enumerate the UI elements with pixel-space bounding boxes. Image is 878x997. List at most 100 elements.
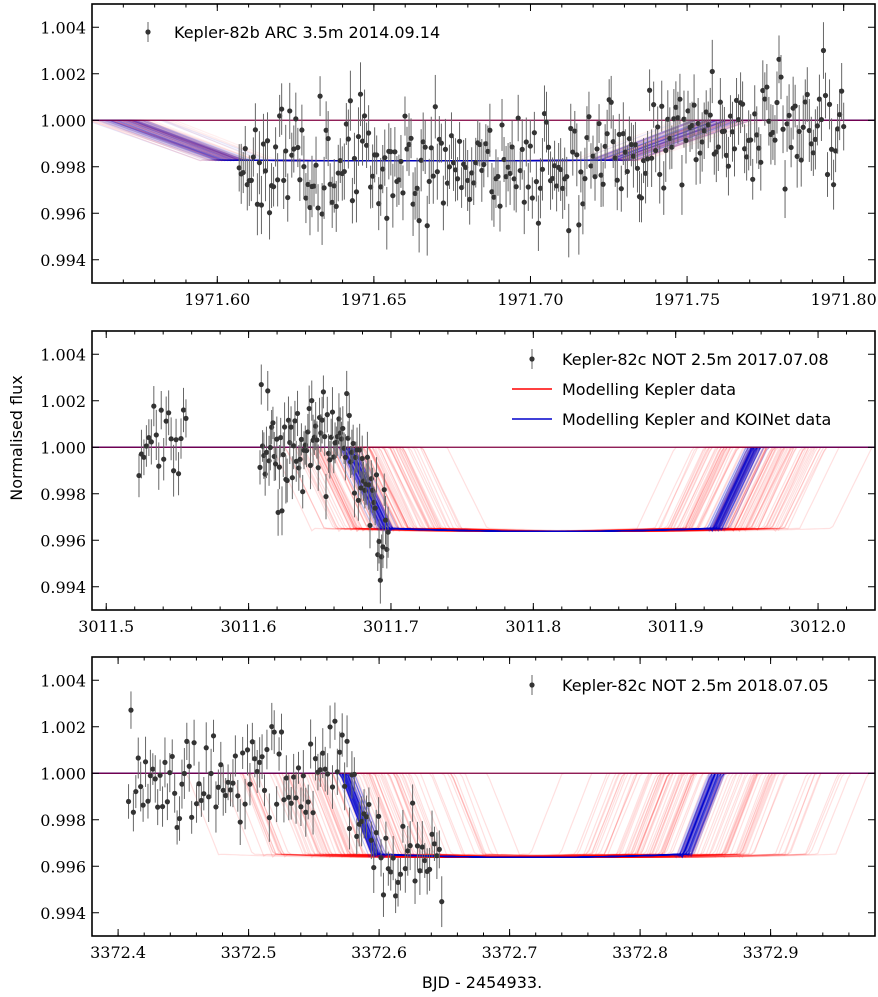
data-point	[517, 167, 523, 174]
data-point	[158, 407, 164, 413]
data-point	[279, 508, 285, 514]
data-point	[679, 182, 685, 188]
data-point	[501, 156, 507, 163]
data-point	[689, 122, 695, 129]
data-point	[404, 146, 410, 152]
data-point	[432, 104, 438, 110]
data-point	[336, 416, 342, 422]
data-point	[284, 477, 290, 484]
data-point	[808, 141, 814, 147]
data-point	[310, 810, 316, 816]
data-point	[657, 171, 663, 178]
data-point	[365, 130, 372, 136]
data-point	[596, 120, 602, 127]
y-tick-label: 0.994	[40, 904, 86, 923]
data-point	[812, 136, 818, 142]
data-point	[766, 118, 772, 124]
data-point	[572, 128, 578, 134]
plot-area	[92, 691, 875, 928]
data-point	[367, 522, 373, 529]
data-point	[266, 210, 273, 216]
data-point	[353, 189, 360, 195]
data-point	[351, 490, 358, 496]
data-point	[717, 99, 723, 105]
data-point	[792, 103, 798, 109]
data-point	[446, 164, 453, 170]
data-point	[347, 98, 353, 104]
data-point	[380, 166, 386, 172]
y-tick-label: 1.000	[40, 764, 86, 783]
data-point	[299, 127, 305, 133]
data-point	[303, 809, 309, 815]
data-point	[347, 459, 354, 465]
data-point	[206, 794, 212, 800]
data-point	[695, 120, 701, 127]
data-point	[620, 131, 626, 137]
data-point	[814, 123, 820, 129]
data-point	[323, 127, 329, 133]
data-point	[324, 412, 330, 418]
data-point	[499, 122, 505, 128]
data-point	[256, 160, 263, 166]
data-point	[410, 201, 416, 207]
data-point	[418, 157, 424, 163]
data-point	[333, 439, 339, 445]
data-point	[483, 141, 489, 147]
data-point	[249, 739, 255, 745]
data-point	[175, 471, 182, 477]
data-point	[307, 204, 313, 211]
data-point	[454, 176, 461, 182]
data-point	[533, 179, 539, 185]
data-point	[422, 144, 428, 150]
data-point	[377, 577, 383, 583]
data-point	[511, 176, 517, 182]
data-point	[357, 447, 363, 453]
data-point	[385, 529, 391, 535]
data-point	[257, 759, 263, 765]
data-point	[315, 205, 321, 211]
data-point	[298, 804, 304, 810]
data-point	[373, 472, 380, 478]
data-point	[608, 99, 614, 105]
data-point	[335, 170, 341, 176]
data-point	[353, 454, 359, 461]
data-point	[355, 133, 362, 140]
data-point	[301, 164, 307, 170]
legend: Kepler-82b ARC 3.5m 2014.09.14	[145, 22, 440, 42]
data-point	[497, 203, 503, 209]
data-point	[362, 487, 368, 493]
y-tick-label: 1.000	[40, 111, 86, 130]
data-point	[417, 868, 423, 874]
data-point	[376, 813, 382, 819]
data-point	[800, 124, 806, 130]
data-point	[341, 168, 347, 175]
data-point	[630, 153, 637, 159]
data-point	[826, 101, 833, 107]
data-point	[653, 147, 659, 154]
data-point	[828, 146, 835, 152]
data-point	[592, 174, 598, 180]
data-point	[529, 195, 535, 201]
data-point	[384, 215, 390, 221]
data-point	[523, 139, 529, 145]
legend-label: Kepler-82c NOT 2.5m 2017.07.08	[562, 350, 829, 369]
data-point	[295, 765, 302, 771]
data-point	[507, 170, 513, 177]
data-point	[431, 841, 438, 847]
data-point	[713, 149, 719, 155]
data-point	[406, 141, 412, 148]
data-point	[278, 434, 284, 441]
x-tick-label: 3011.8	[505, 617, 561, 636]
data-point	[141, 454, 147, 460]
data-point	[272, 144, 279, 150]
panel-2: 3011.5 3011.6 3011.7 3011.8 3011.9 3012.0 0.99…	[40, 330, 876, 636]
data-point	[673, 104, 679, 110]
data-point	[136, 472, 142, 479]
data-point	[434, 169, 440, 175]
data-point	[770, 129, 776, 136]
data-point	[325, 135, 331, 142]
data-point	[186, 763, 192, 769]
data-point	[750, 176, 756, 182]
data-point	[327, 724, 333, 730]
data-point	[788, 144, 794, 151]
